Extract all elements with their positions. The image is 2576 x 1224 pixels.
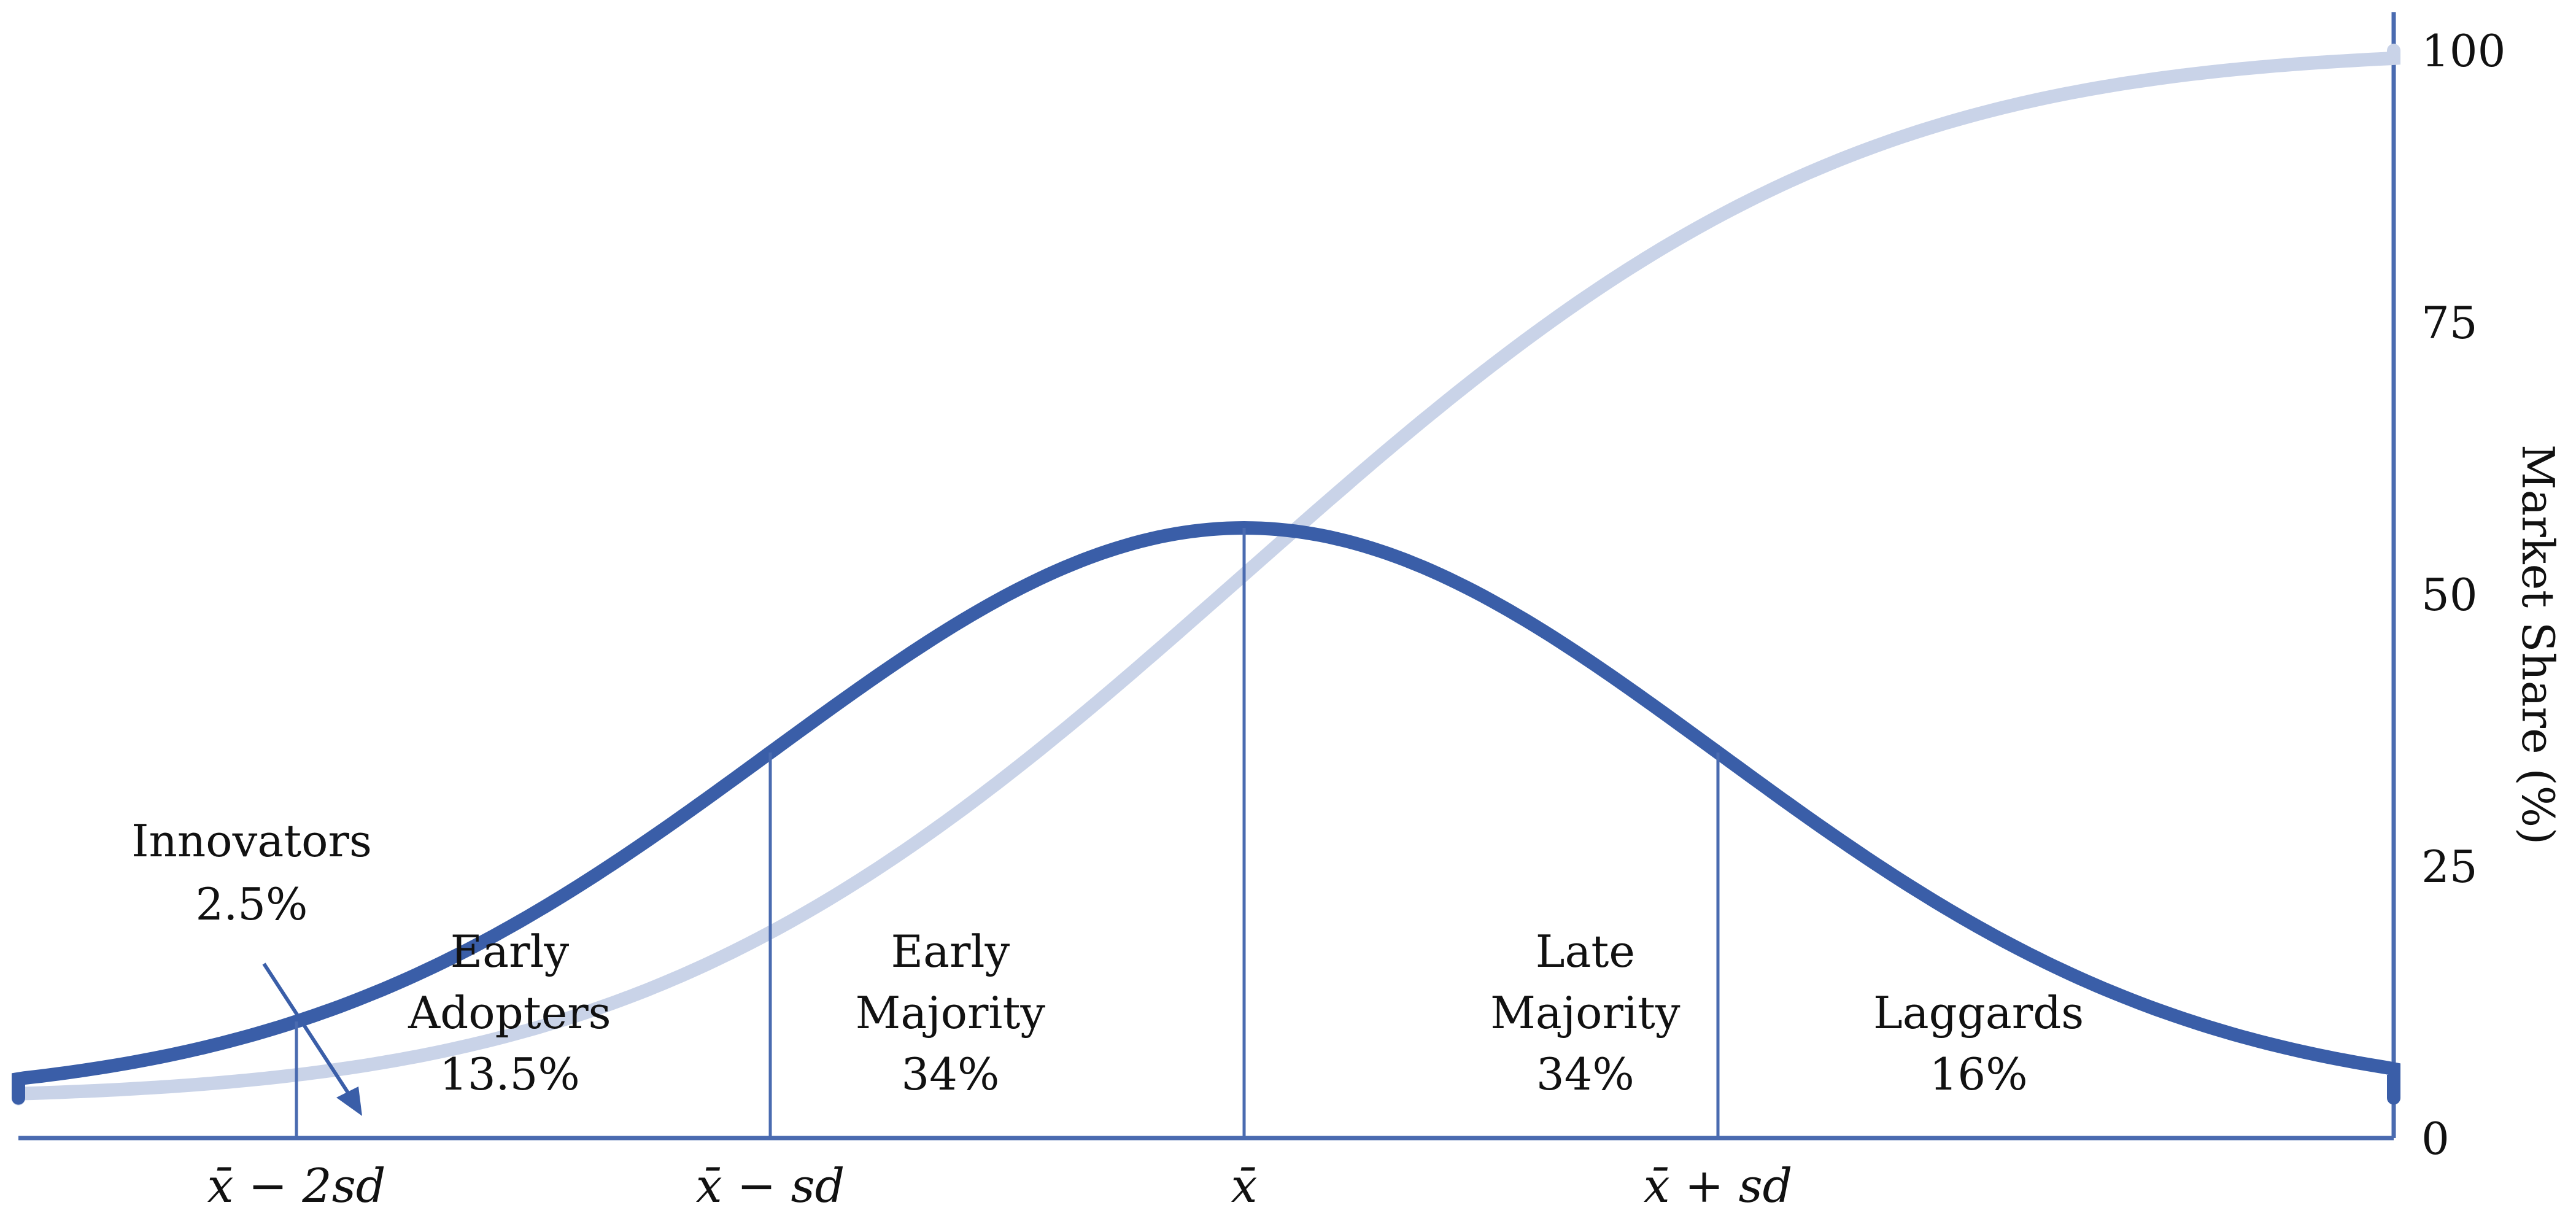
x-marker-labels: x̄ − 2sd x̄ − sd x̄ x̄ + sd [207, 1158, 1793, 1213]
segment-label-1-line-1: Majority [856, 987, 1046, 1039]
y-tick-label-4: 100 [2421, 25, 2505, 77]
y-tick-labels: 0 25 50 75 100 [2421, 25, 2505, 1164]
x-marker-label-0: x̄ − 2sd [207, 1158, 386, 1213]
innovators-label: Innovators [131, 815, 372, 867]
innovators-arrow-shaft [262, 963, 358, 1106]
y-axis-title: Market Share (%) [2512, 444, 2564, 845]
segment-labels: Early Adopters 13.5% Early Majority 34% Late Ma… [408, 926, 2084, 1100]
segment-label-3-line-0: Laggards [1873, 987, 2084, 1039]
x-marker-label-3: x̄ + sd [1644, 1158, 1793, 1213]
y-tick-label-2: 50 [2421, 569, 2478, 621]
segment-dividers [295, 528, 1720, 1138]
y-tick-label-0: 0 [2421, 1113, 2450, 1164]
x-marker-label-1: x̄ − sd [696, 1158, 845, 1213]
innovators-callout: Innovators 2.5% [131, 815, 372, 1116]
segment-label-2-line-0: Late [1536, 926, 1635, 977]
segment-label-0-line-1: Adopters [408, 987, 611, 1039]
segment-label-0-line-2: 13.5% [439, 1048, 580, 1100]
segment-label-2-line-1: Majority [1490, 987, 1681, 1039]
y-tick-label-1: 25 [2421, 841, 2478, 893]
segment-label-1-line-0: Early [891, 926, 1010, 977]
segment-label-0-line-0: Early [451, 926, 570, 977]
y-tick-label-3: 75 [2421, 297, 2478, 349]
innovators-percent: 2.5% [196, 878, 308, 930]
cumulative-adoption-curve [12, 44, 2400, 1106]
innovators-arrow-head [336, 1086, 362, 1116]
segment-label-1-line-2: 34% [901, 1048, 999, 1100]
x-marker-label-2: x̄ [1231, 1158, 1258, 1213]
segment-label-3-line-1: 16% [1930, 1048, 2028, 1100]
segment-label-2-line-2: 34% [1536, 1048, 1634, 1100]
